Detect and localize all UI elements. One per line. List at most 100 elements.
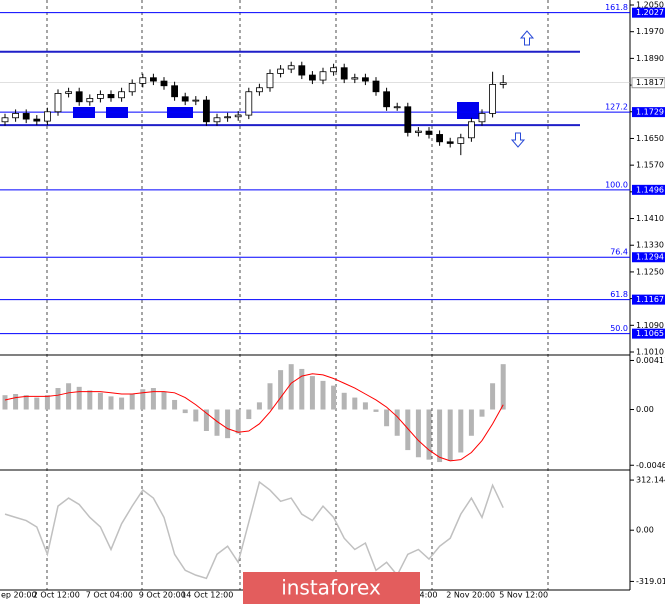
macd-bar [129,394,135,410]
price-box [632,252,665,263]
x-tick-label: 04:00 [414,591,437,600]
price-label: 1.1065 [636,329,664,338]
y-tick-label: 0.00411 [636,356,665,365]
candle-body [404,106,412,133]
x-tick-label: 7 Oct 04:00 [86,591,133,600]
macd-bar [172,399,178,410]
macd-bar [2,395,8,410]
candle-body [12,113,20,119]
macd-bar [13,394,19,410]
candle-body [436,134,444,143]
macd-bar [426,409,432,460]
candle-body [308,74,316,81]
candle-body [351,77,359,80]
macd-bar [150,388,156,410]
y-tick-label: -319.0117 [636,577,665,586]
y-tick-label: 1.1010 [636,348,664,357]
watermark: instaforex [243,572,420,604]
candle-body [414,130,422,133]
price-box [632,328,665,339]
x-tick-label: 5 Nov 12:00 [499,591,548,600]
macd-bar [256,402,262,410]
macd-bar [458,409,464,453]
macd-bar [203,409,209,431]
candle-body [44,111,51,122]
arrow-up [519,30,535,46]
fib-label: 76.4 [610,248,628,257]
fib-label: 61.8 [610,290,628,299]
candle-body [192,99,200,102]
macd-bar [97,392,103,410]
candle-body [1,117,9,123]
x-tick-label: 2 Oct 12:00 [33,591,80,600]
candle-body [65,91,72,94]
candle-body [22,113,30,120]
y-tick-label: 0.00 [636,405,654,414]
y-tick-label: 312.1442 [636,476,665,485]
macd-bar [44,395,50,410]
macd-bar [320,380,326,410]
candle-body [340,67,348,80]
candle-body [277,68,285,74]
price-label: 1.1167 [636,295,664,304]
macd-bar [140,389,146,410]
candle-body [478,113,486,123]
candle-body [181,96,189,102]
y-tick-label: 1.2050 [636,1,664,10]
candle-body [457,137,465,144]
price-box [632,184,665,195]
macd-bar [384,409,390,427]
macd-bar [468,409,474,436]
candle-body [118,91,125,99]
macd-bar [437,409,443,463]
watermark-box [243,572,420,604]
signal-line [4,373,504,462]
candle-body [446,141,454,144]
candle-body [202,99,210,123]
fib-label: 50.0 [610,324,628,333]
y-tick-label: 1.1330 [636,241,664,250]
price-box [632,294,665,305]
macd-bar [479,409,485,417]
x-tick-label: ep 20:00 [1,591,37,600]
candle-body [489,84,497,114]
macd-bar [214,409,220,436]
candle-body [425,130,433,135]
macd-bar [87,390,93,410]
price-box [632,7,665,18]
last-price-label: 1.1817 [636,78,664,87]
macd-bar [23,395,29,410]
macd-bar [193,409,199,422]
candle-body [149,77,157,82]
candle-body [107,94,115,99]
candle-body [86,98,94,103]
candle-body [54,93,62,113]
candle-body [499,82,507,85]
x-tick-label: 14 Oct 12:00 [181,591,233,600]
macd-bar [34,397,40,410]
macd-bar [352,397,358,410]
macd-bar [278,370,284,410]
x-tick-label: 9 Oct 20:00 [139,591,186,600]
y-tick-label: -0.00467 [636,461,665,470]
macd-bar [500,364,506,410]
candle-body [75,91,83,103]
candle-body [234,114,242,118]
y-tick-label: 1.1570 [636,161,664,170]
y-tick-label: 0.00 [636,526,654,535]
candle-body [33,118,41,122]
macd-bar [288,364,294,410]
y-tick-label: 1.1970 [636,27,664,36]
watermark-text: instaforex [281,576,381,600]
candle-body [171,85,179,98]
macd-bar [331,385,337,410]
last-price-box [631,77,665,89]
candle-body [287,65,295,70]
macd-bar [341,392,347,410]
candle-body [372,80,380,93]
candle-body [97,94,104,99]
price-box [632,107,665,118]
candle-body [255,87,263,93]
